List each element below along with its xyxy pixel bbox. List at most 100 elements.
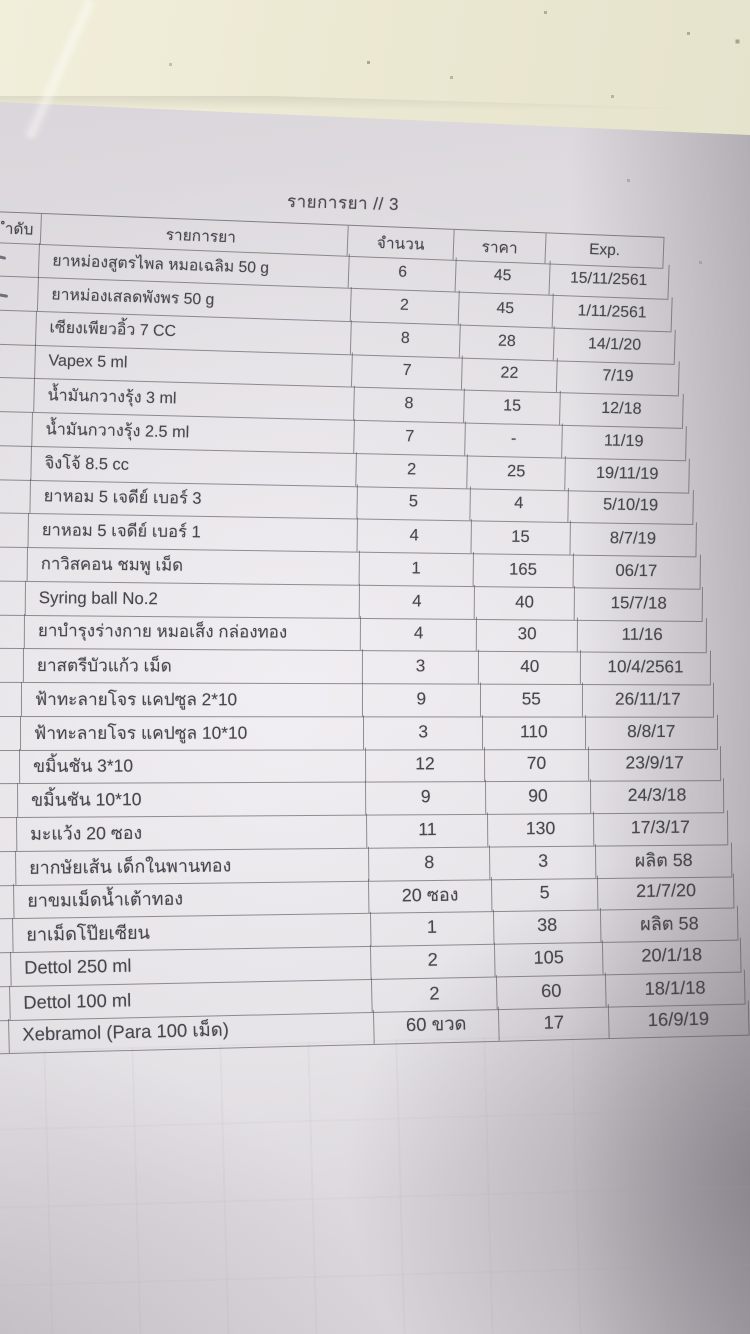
table-row: ฟ้าทะลายโจร แคปซูล 2*10 9 55 26/11/17 (0, 681, 715, 718)
expiry-cell: ผลิต 58 (595, 841, 732, 878)
index-cell (0, 240, 41, 277)
price-cell: 28 (459, 323, 556, 360)
index-cell (0, 376, 35, 412)
index-cell (0, 681, 23, 716)
price-cell: 110 (482, 714, 586, 749)
index-cell (0, 512, 30, 547)
medicine-name: ฟ้าทะลายโจร แคปซูล 2*10 (22, 681, 364, 716)
index-cell (0, 444, 32, 480)
quantity-cell: 2 (355, 451, 469, 488)
index-cell (0, 274, 39, 311)
quantity-cell: 1 (359, 550, 474, 586)
price-cell: 90 (486, 779, 592, 814)
price-cell: 17 (498, 1004, 610, 1041)
index-cell (0, 342, 37, 378)
index-cell (0, 647, 24, 682)
price-cell: 45 (458, 290, 553, 328)
expiry-cell: 7/19 (557, 358, 680, 396)
quantity-cell: 11 (367, 812, 489, 848)
quantity-cell: 3 (364, 714, 483, 749)
price-cell: 40 (479, 649, 581, 684)
medicine-name: Syring ball No.2 (26, 580, 361, 618)
expiry-cell: 26/11/17 (583, 682, 715, 717)
table-row: ฟ้าทะลายโจร แคปซูล 10*10 3 110 8/8/17 (0, 714, 718, 751)
quantity-cell: 6 (349, 253, 458, 292)
index-cell (0, 579, 27, 615)
expiry-cell: 20/1/18 (603, 937, 742, 974)
quantity-cell: 4 (360, 583, 476, 619)
price-cell: 40 (475, 584, 576, 620)
price-cell: 4 (469, 486, 569, 522)
expiry-cell: 15/7/18 (575, 585, 704, 621)
medicine-name: มะแว้ง 20 ซอง (16, 813, 368, 851)
medicine-name: ยาสตรีบัวแก้ว เม็ด (23, 648, 363, 683)
quantity-cell: 7 (352, 352, 463, 390)
quantity-cell: 2 (372, 974, 498, 1012)
expiry-cell: 8/7/19 (570, 520, 698, 557)
expiry-cell: 21/7/20 (598, 873, 736, 910)
quantity-cell: 8 (353, 385, 465, 423)
price-cell: 5 (491, 875, 599, 912)
medicine-name: ขมิ้นชัน 3*10 (19, 747, 366, 783)
index-cell (0, 884, 15, 919)
expiry-cell: 24/3/18 (590, 778, 725, 813)
quantity-cell: 5 (356, 484, 471, 521)
price-cell: 3 (489, 843, 597, 879)
quantity-cell: 12 (365, 747, 485, 782)
expiry-cell: 10/4/2561 (580, 650, 711, 685)
index-cell (0, 918, 14, 953)
medicine-name: ฟ้าทะลายโจร แคปซูล 10*10 (20, 714, 365, 750)
price-cell: - (465, 421, 564, 458)
index-cell (0, 478, 31, 513)
index-cell (0, 783, 19, 818)
quantity-cell: 20 ซอง (369, 877, 493, 913)
index-cell (0, 816, 18, 852)
table-row: ยาสตรีบัวแก้ว เม็ด 3 40 10/4/2561 (0, 647, 711, 686)
quantity-cell: 2 (350, 286, 460, 325)
expiry-cell: 15/11/2561 (549, 260, 670, 299)
index-cell: ำดับ (0, 211, 42, 244)
quantity-cell: 60 ขวด (373, 1007, 500, 1044)
index-cell (0, 850, 16, 885)
price-cell: 15 (471, 519, 571, 555)
medicine-name: ยากษัยเส้น เด็กในพานทอง (15, 846, 369, 885)
expiry-cell: 5/10/19 (567, 488, 694, 525)
quantity-cell: 9 (366, 779, 487, 815)
expiry-cell: 19/11/19 (565, 455, 691, 492)
expiry-cell: 06/17 (572, 552, 701, 589)
index-cell (0, 308, 38, 345)
expiry-cell: ผลิต 58 (600, 905, 739, 942)
quantity-cell: 8 (351, 319, 461, 357)
index-cell (0, 749, 20, 784)
quantity-cell: 2 (371, 942, 496, 979)
medicine-name: ขมิ้นชัน 10*10 (18, 780, 367, 817)
expiry-cell: 16/9/19 (608, 1000, 749, 1039)
price-cell: 25 (467, 453, 566, 490)
expiry-cell: 11/16 (578, 617, 708, 653)
quantity-cell: 1 (370, 909, 495, 946)
price-cell: 60 (497, 972, 607, 1009)
index-cell (0, 715, 22, 750)
medicine-name: ยาหอม 5 เจดีย์ เบอร์ 1 (28, 513, 359, 552)
price-cell: 165 (473, 551, 574, 587)
index-cell (0, 546, 28, 581)
index-cell (0, 1019, 10, 1055)
price-cell: 45 (456, 257, 551, 295)
expiry-cell: 12/18 (559, 390, 684, 428)
expiry-cell: 8/8/17 (585, 714, 718, 749)
medicine-name: ยาหอม 5 เจดีย์ เบอร์ 3 (29, 479, 358, 519)
expiry-cell: 1/11/2561 (551, 293, 673, 331)
quantity-cell: 9 (363, 682, 481, 716)
price-cell: 70 (484, 746, 589, 782)
quantity-cell: 8 (368, 844, 491, 881)
quantity-cell: 7 (354, 418, 467, 455)
expiry-cell: 17/3/17 (593, 810, 729, 846)
price-cell: 130 (488, 811, 594, 847)
price-cell: 30 (477, 617, 579, 652)
quantity-cell: 4 (361, 616, 478, 651)
price-cell: 15 (463, 388, 561, 425)
medicine-name: กาวิสคอน ชมพู เม็ด (27, 546, 360, 585)
price-cell: 55 (480, 682, 584, 717)
